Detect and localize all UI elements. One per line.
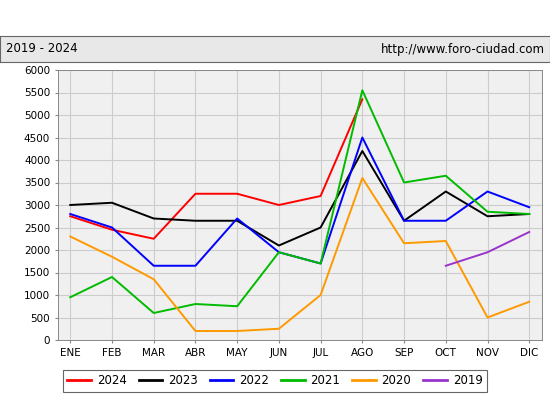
Text: http://www.foro-ciudad.com: http://www.foro-ciudad.com (381, 42, 544, 56)
Legend: 2024, 2023, 2022, 2021, 2020, 2019: 2024, 2023, 2022, 2021, 2020, 2019 (63, 370, 487, 392)
Text: 2019 - 2024: 2019 - 2024 (6, 42, 77, 56)
Text: Evolucion Nº Turistas Nacionales en el municipio de Órgiva: Evolucion Nº Turistas Nacionales en el m… (59, 9, 491, 27)
